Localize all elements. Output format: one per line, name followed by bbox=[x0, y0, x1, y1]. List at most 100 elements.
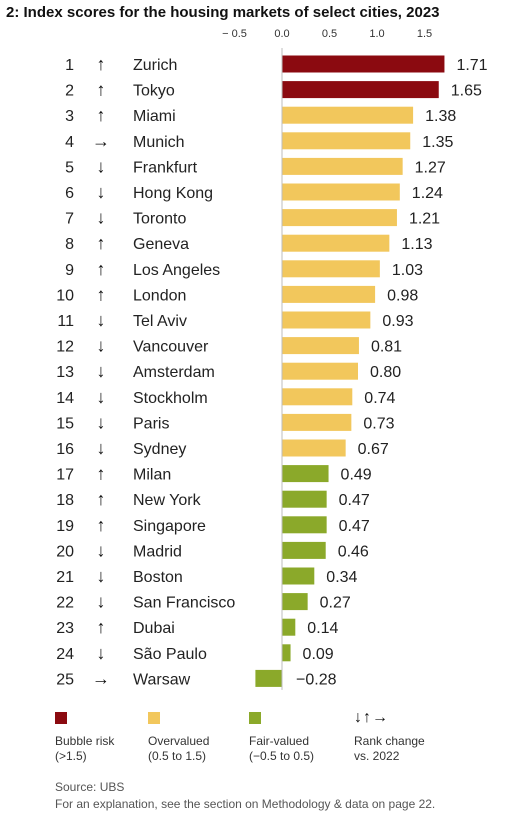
city-label: Zurich bbox=[133, 57, 177, 74]
bar bbox=[282, 414, 351, 431]
row-hong-kong: 6 ↓ Hong Kong 1.24 bbox=[65, 182, 443, 202]
value-label: 0.14 bbox=[307, 620, 338, 637]
row-boston: 21 ↓ Boston 0.34 bbox=[56, 566, 357, 586]
legend-range-overvalued: (0.5 to 1.5) bbox=[148, 749, 206, 763]
city-label: Tel Aviv bbox=[133, 313, 187, 330]
bar bbox=[282, 286, 375, 303]
rank-number: 16 bbox=[56, 441, 74, 458]
rank-change-up-icon: ↑ bbox=[97, 80, 106, 100]
bar bbox=[282, 440, 346, 457]
row-san-francisco: 22 ↓ San Francisco 0.27 bbox=[56, 592, 351, 612]
value-label: 0.93 bbox=[382, 313, 413, 330]
rank-number: 19 bbox=[56, 518, 74, 535]
legend-item-overvalued: Overvalued (0.5 to 1.5) bbox=[148, 712, 209, 764]
rank-change-right-icon: → bbox=[92, 131, 110, 151]
city-label: New York bbox=[133, 492, 202, 509]
bar bbox=[282, 568, 314, 585]
city-label: Vancouver bbox=[133, 339, 209, 356]
row-s-o-paulo: 24 ↓ São Paulo 0.09 bbox=[56, 643, 334, 663]
city-label: Paris bbox=[133, 415, 169, 432]
city-label: Dubai bbox=[133, 620, 175, 637]
value-label: 0.81 bbox=[371, 339, 402, 356]
bar bbox=[282, 619, 295, 636]
bar bbox=[282, 158, 403, 175]
rank-number: 8 bbox=[65, 236, 74, 253]
rank-number: 17 bbox=[56, 467, 74, 484]
rank-number: 21 bbox=[56, 569, 74, 586]
value-label: 0.47 bbox=[339, 492, 370, 509]
value-label: 1.71 bbox=[456, 57, 487, 74]
methodology-note: For an explanation, see the section on M… bbox=[55, 796, 435, 813]
legend-item-bubble: Bubble risk (>1.5) bbox=[55, 712, 114, 764]
row-los-angeles: 9 ↑ Los Angeles 1.03 bbox=[65, 259, 423, 279]
x-tick-label: 1.5 bbox=[417, 28, 432, 40]
bar bbox=[282, 337, 359, 354]
x-tick-label: 0.5 bbox=[322, 28, 337, 40]
value-label: 0.09 bbox=[303, 646, 334, 663]
row-madrid: 20 ↓ Madrid 0.46 bbox=[56, 540, 369, 560]
rank-change-down-icon: ↓ bbox=[97, 336, 106, 356]
city-label: San Francisco bbox=[133, 595, 235, 612]
value-label: 0.47 bbox=[339, 518, 370, 535]
value-label: 0.46 bbox=[338, 543, 369, 560]
row-sydney: 16 ↓ Sydney 0.67 bbox=[56, 438, 389, 458]
value-label: 1.21 bbox=[409, 211, 440, 228]
bar bbox=[282, 363, 358, 380]
rank-change-up-icon: ↑ bbox=[97, 515, 106, 535]
bar bbox=[282, 491, 327, 508]
bar bbox=[282, 184, 400, 201]
bar bbox=[282, 388, 352, 405]
rank-number: 25 bbox=[56, 671, 74, 688]
bar bbox=[282, 107, 413, 124]
city-label: Amsterdam bbox=[133, 364, 215, 381]
legend-swatch-overvalued bbox=[148, 712, 160, 724]
value-label: 0.27 bbox=[320, 595, 351, 612]
legend-item-fairvalued: Fair-valued (−0.5 to 0.5) bbox=[249, 712, 314, 764]
bar bbox=[282, 132, 410, 149]
legend-swatch-bubble bbox=[55, 712, 67, 724]
bar bbox=[282, 260, 380, 277]
bar bbox=[282, 56, 444, 73]
bar bbox=[282, 465, 329, 482]
legend-label-rank-change: Rank change bbox=[354, 734, 425, 748]
rank-number: 22 bbox=[56, 595, 74, 612]
rank-change-down-icon: ↓ bbox=[97, 412, 106, 432]
city-label: Sydney bbox=[133, 441, 186, 458]
bar-chart: − 0.5 0.0 0.5 1.0 1.5 1 ↑ Zurich 1.712 ↑ Tokyo 1.6… bbox=[0, 0, 532, 710]
rank-number: 14 bbox=[56, 390, 74, 407]
city-label: Singapore bbox=[133, 518, 206, 535]
legend-label-fairvalued: Fair-valued bbox=[249, 734, 309, 748]
rank-change-down-icon: ↓ bbox=[97, 643, 106, 663]
city-label: Toronto bbox=[133, 211, 186, 228]
rank-change-down-icon: ↓ bbox=[97, 566, 106, 586]
rank-change-down-icon: ↓ bbox=[97, 208, 106, 228]
row-milan: 17 ↑ Milan 0.49 bbox=[56, 464, 372, 484]
city-label: Hong Kong bbox=[133, 185, 213, 202]
rank-change-up-icon: ↑ bbox=[97, 105, 106, 125]
rank-number: 18 bbox=[56, 492, 74, 509]
city-label: Boston bbox=[133, 569, 183, 586]
value-label: 1.13 bbox=[401, 236, 432, 253]
row-vancouver: 12 ↓ Vancouver 0.81 bbox=[56, 336, 402, 356]
rank-number: 13 bbox=[56, 364, 74, 381]
city-label: London bbox=[133, 287, 186, 304]
city-label: Los Angeles bbox=[133, 262, 220, 279]
rank-change-down-icon: ↓ bbox=[97, 361, 106, 381]
rank-change-down-icon: ↓ bbox=[97, 156, 106, 176]
city-label: Geneva bbox=[133, 236, 189, 253]
bar bbox=[282, 644, 291, 661]
legend-range-fairvalued: (−0.5 to 0.5) bbox=[249, 749, 314, 763]
rank-change-down-icon: ↓ bbox=[97, 592, 106, 612]
row-miami: 3 ↑ Miami 1.38 bbox=[65, 105, 456, 125]
rank-number: 2 bbox=[65, 83, 74, 100]
row-frankfurt: 5 ↓ Frankfurt 1.27 bbox=[65, 156, 446, 176]
x-tick-label: 0.0 bbox=[274, 28, 289, 40]
row-warsaw: 25 → Warsaw −0.28 bbox=[56, 668, 336, 688]
bar bbox=[255, 670, 282, 687]
rank-change-up-icon: ↑ bbox=[97, 54, 106, 74]
rank-change-up-icon: ↑ bbox=[97, 284, 106, 304]
city-label: Tokyo bbox=[133, 83, 175, 100]
legend-swatch-fairvalued bbox=[249, 712, 261, 724]
rank-number: 12 bbox=[56, 339, 74, 356]
chart-rows: 1 ↑ Zurich 1.712 ↑ Tokyo 1.653 ↑ Miami 1.384 → Muni… bbox=[56, 54, 487, 688]
